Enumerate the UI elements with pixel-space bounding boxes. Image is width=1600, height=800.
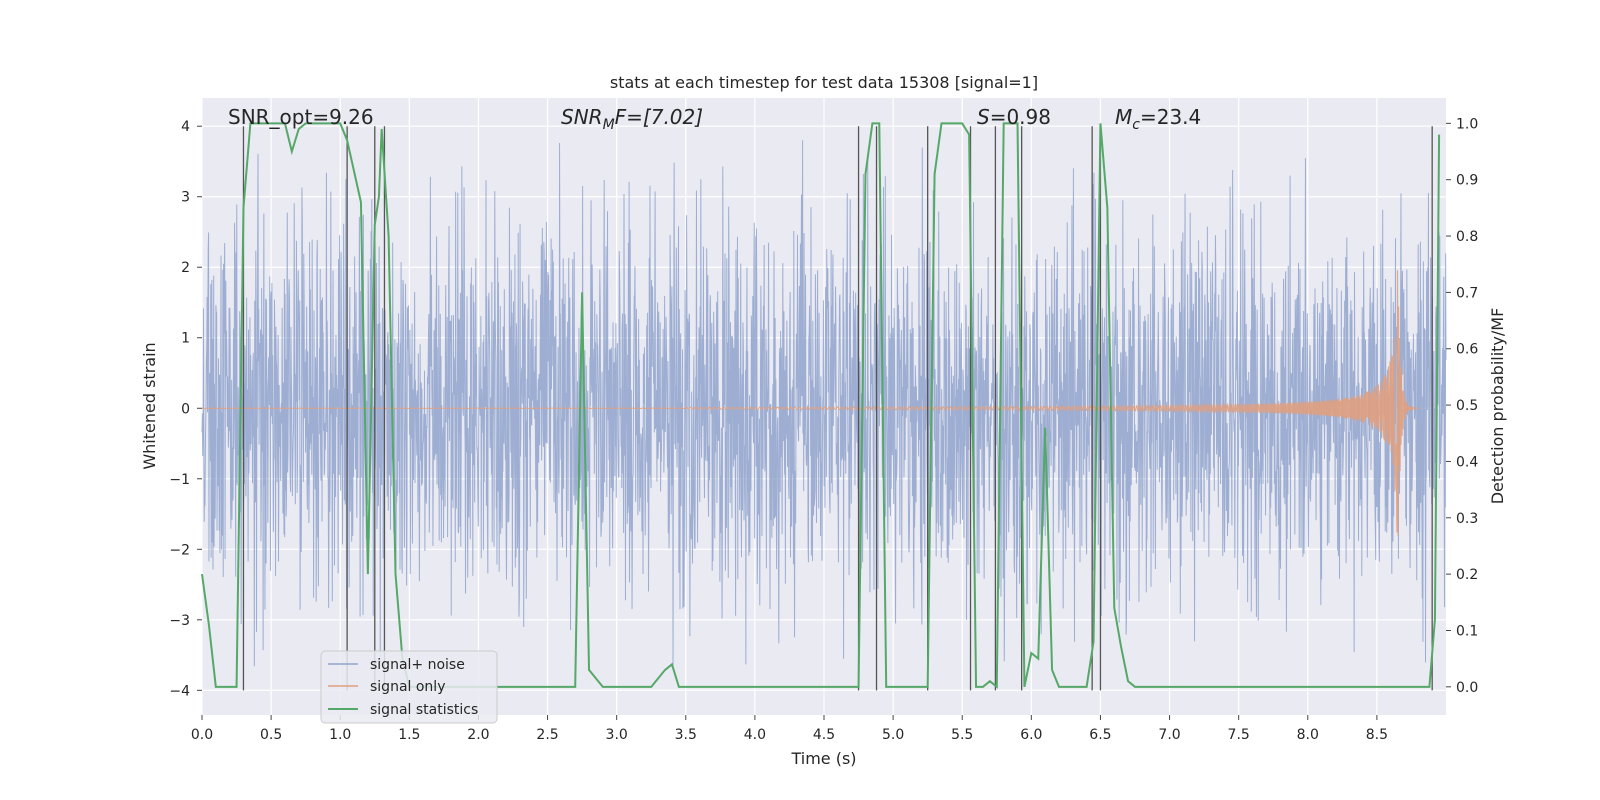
ytick-right-label-2: 0.8 [1456, 229, 1478, 245]
legend-frame [320, 650, 498, 724]
xtick-label-15: 7.5 [1228, 727, 1250, 743]
ytick-label-8: −4 [169, 683, 190, 699]
ytick-right-label-10: 0.0 [1456, 680, 1478, 696]
series-signal-only [201, 270, 1419, 537]
xtick-label-0: 0.0 [191, 727, 213, 743]
ytick-right-label-6: 0.4 [1456, 454, 1478, 470]
series-signal-noise [201, 140, 1447, 667]
series-signal-statistics [201, 122, 1441, 689]
xtick-label-7: 3.5 [675, 727, 697, 743]
annotation-snr-mf-base: SNR [561, 105, 603, 129]
annotation-s: S=0.98 [977, 105, 1051, 129]
xtick-label-16: 8.0 [1297, 727, 1319, 743]
annotation-mc-sub: c [1132, 117, 1140, 133]
ytick-label-7: −3 [169, 613, 190, 629]
xtick-label-10: 5.0 [882, 727, 904, 743]
vertical-markers [242, 126, 1433, 691]
xtick-label-17: 8.5 [1366, 727, 1388, 743]
xtick-label-1: 0.5 [260, 727, 282, 743]
annotation-s-value: =0.98 [990, 105, 1051, 129]
ytick-right-label-4: 0.6 [1456, 342, 1478, 358]
xtick-label-12: 6.0 [1020, 727, 1042, 743]
y-axis-ticks-left: 4 3 2 1 0 −1 −2 −3 −4 [169, 119, 202, 699]
y-axis-label-left: Whitened strain [140, 342, 159, 469]
ytick-label-3: 1 [181, 331, 190, 347]
ytick-right-label-9: 0.1 [1456, 623, 1478, 639]
ytick-label-2: 2 [181, 260, 190, 276]
ytick-right-label-0: 1.0 [1456, 116, 1478, 132]
signal-statistics-trace [201, 122, 1441, 689]
ytick-right-label-5: 0.5 [1456, 398, 1478, 414]
y-axis-label-right: Detection probability/MF [1488, 308, 1507, 505]
xtick-label-9: 4.5 [813, 727, 835, 743]
signal-only-trace [201, 270, 1419, 537]
ytick-label-6: −2 [169, 542, 190, 558]
xtick-label-2: 1.0 [329, 727, 351, 743]
x-axis-ticks: 0.0 0.5 1.0 1.5 2.0 2.5 3.0 3.5 4.0 4.5 5.0 5.5 6.0 6… [191, 715, 1388, 743]
ytick-right-label-8: 0.2 [1456, 567, 1478, 583]
legend-label-signal-only: signal only [370, 679, 445, 695]
ytick-label-5: −1 [169, 472, 190, 488]
xtick-label-14: 7.0 [1158, 727, 1180, 743]
xtick-label-6: 3.0 [606, 727, 628, 743]
y-axis-ticks-right: 1.0 0.9 0.8 0.7 0.6 0.5 0.4 0.3 0.2 0.1 0.0 [1446, 116, 1478, 696]
annotation-s-symbol: S [977, 105, 990, 129]
legend: signal+ noise signal only signal statist… [320, 650, 498, 724]
annotation-snr-mf: SNRMF=[7.02] [561, 105, 703, 133]
ytick-right-label-7: 0.3 [1456, 511, 1478, 527]
ytick-label-0: 4 [181, 119, 190, 135]
ytick-label-4: 0 [181, 401, 190, 417]
annotation-mc-base: M [1115, 105, 1132, 129]
annotation-mc: Mc=23.4 [1115, 105, 1201, 133]
annotation-snr-mf-sub: M [603, 117, 615, 133]
annotation-mc-value: =23.4 [1140, 105, 1201, 129]
xtick-label-11: 5.5 [951, 727, 973, 743]
chart-title: stats at each timestep for test data 153… [610, 73, 1038, 92]
xtick-label-4: 2.0 [467, 727, 489, 743]
xtick-label-13: 6.5 [1089, 727, 1111, 743]
annotation-snr-opt: SNR_opt=9.26 [228, 105, 374, 129]
ytick-right-label-1: 0.9 [1456, 173, 1478, 189]
noise-trace [201, 140, 1447, 667]
ytick-label-1: 3 [181, 190, 190, 206]
legend-label-signal-noise: signal+ noise [370, 657, 465, 673]
annotation-snr-mf-rest: F=[7.02] [615, 105, 703, 129]
xtick-label-8: 4.0 [744, 727, 766, 743]
legend-label-signal-statistics: signal statistics [370, 702, 478, 718]
ytick-right-label-3: 0.7 [1456, 285, 1478, 301]
xtick-label-3: 1.5 [398, 727, 420, 743]
x-axis-label: Time (s) [790, 749, 856, 768]
xtick-label-5: 2.5 [536, 727, 558, 743]
